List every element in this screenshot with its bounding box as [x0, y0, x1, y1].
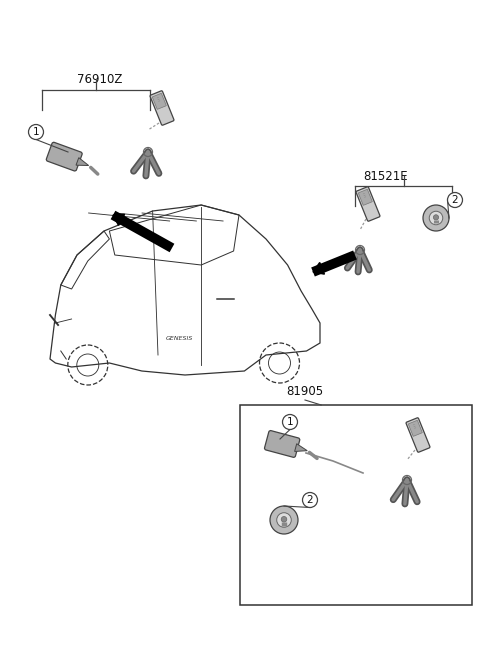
Text: 2: 2: [452, 195, 458, 205]
Circle shape: [281, 516, 287, 522]
Circle shape: [276, 512, 291, 528]
Polygon shape: [313, 263, 324, 274]
FancyBboxPatch shape: [406, 418, 430, 452]
Polygon shape: [113, 214, 125, 225]
Circle shape: [423, 205, 449, 231]
Text: 81905: 81905: [287, 385, 324, 398]
Bar: [240, 405, 472, 605]
Circle shape: [270, 506, 298, 534]
Polygon shape: [76, 158, 89, 166]
FancyBboxPatch shape: [264, 430, 300, 457]
FancyBboxPatch shape: [359, 189, 372, 205]
Circle shape: [433, 215, 439, 220]
Circle shape: [429, 212, 443, 225]
FancyArrowPatch shape: [310, 453, 317, 459]
FancyBboxPatch shape: [408, 420, 422, 436]
Text: GENESIS: GENESIS: [166, 336, 193, 342]
Text: 1: 1: [287, 417, 293, 427]
FancyArrowPatch shape: [91, 168, 98, 174]
FancyBboxPatch shape: [46, 143, 82, 171]
FancyBboxPatch shape: [150, 91, 174, 125]
Text: 81521E: 81521E: [364, 170, 408, 183]
Circle shape: [447, 193, 463, 208]
FancyBboxPatch shape: [152, 93, 166, 109]
Text: 1: 1: [33, 127, 39, 137]
FancyBboxPatch shape: [356, 187, 380, 221]
Text: 76910Z: 76910Z: [77, 73, 123, 86]
Circle shape: [302, 493, 317, 507]
Circle shape: [28, 124, 44, 139]
Polygon shape: [295, 443, 307, 451]
Circle shape: [283, 415, 298, 430]
Text: 2: 2: [307, 495, 313, 505]
